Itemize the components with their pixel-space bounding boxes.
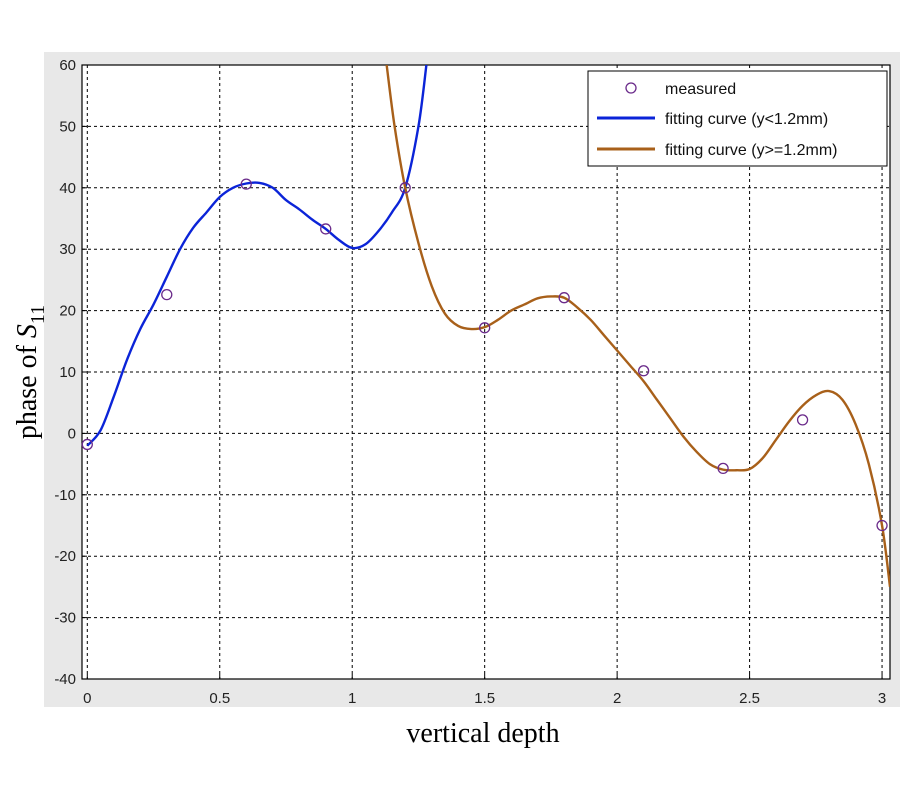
series-group	[81, 65, 890, 588]
y-tick-label: 20	[59, 303, 76, 320]
x-tick-label: 0	[83, 690, 91, 707]
y-tick-label: -30	[54, 610, 76, 627]
measured-point	[558, 292, 570, 304]
x-axis: 0 0.5 1 1.5 2 2.5 3	[83, 674, 886, 707]
y-tick-label: 40	[59, 180, 76, 197]
fit-curve-low-line	[86, 65, 428, 447]
y-axis: -40 -30 -20 -10 0 10 20 30 40 50 60	[54, 57, 87, 688]
measured-point	[320, 223, 332, 235]
y-tick-label: 50	[59, 118, 76, 135]
measured-point	[479, 322, 491, 334]
measured-point	[637, 365, 650, 377]
y-axis-title-subscript: 11	[27, 305, 49, 324]
legend-marker-measured	[625, 82, 637, 94]
y-tick-label: -10	[54, 487, 76, 504]
x-tick-label: 1	[348, 690, 356, 707]
legend-label-fit-high: fitting curve (y>=1.2mm)	[665, 142, 838, 159]
y-axis-title-symbol: S	[12, 324, 43, 338]
y-axis-title-main: phase of	[12, 338, 43, 439]
y-tick-label: -20	[54, 548, 76, 565]
measured-point	[717, 462, 729, 475]
x-tick-label: 0.5	[209, 690, 230, 707]
grid	[82, 65, 890, 679]
measured-point	[399, 182, 411, 194]
y-tick-label: -40	[54, 671, 76, 688]
x-tick-label: 2	[613, 690, 621, 707]
legend: measured fitting curve (y<1.2mm) fitting…	[587, 70, 888, 167]
y-tick-label: 0	[68, 425, 76, 442]
x-tick-label: 1.5	[474, 690, 495, 707]
legend-label-fit-low: fitting curve (y<1.2mm)	[665, 111, 828, 128]
y-tick-label: 60	[59, 57, 76, 74]
x-tick-label: 2.5	[739, 690, 760, 707]
measured-point	[240, 178, 252, 190]
y-tick-label: 30	[59, 241, 76, 258]
measured-point	[81, 438, 93, 451]
y-tick-label: 10	[59, 364, 76, 381]
x-tick-label: 3	[878, 690, 886, 707]
legend-label-measured: measured	[665, 81, 736, 98]
measured-point	[876, 519, 888, 532]
measured-point	[796, 414, 809, 426]
measured-point	[161, 288, 173, 301]
x-axis-title: vertical depth	[406, 718, 559, 749]
y-axis-title: phase of S11	[12, 305, 49, 439]
fit-curve-high-line	[385, 65, 890, 588]
